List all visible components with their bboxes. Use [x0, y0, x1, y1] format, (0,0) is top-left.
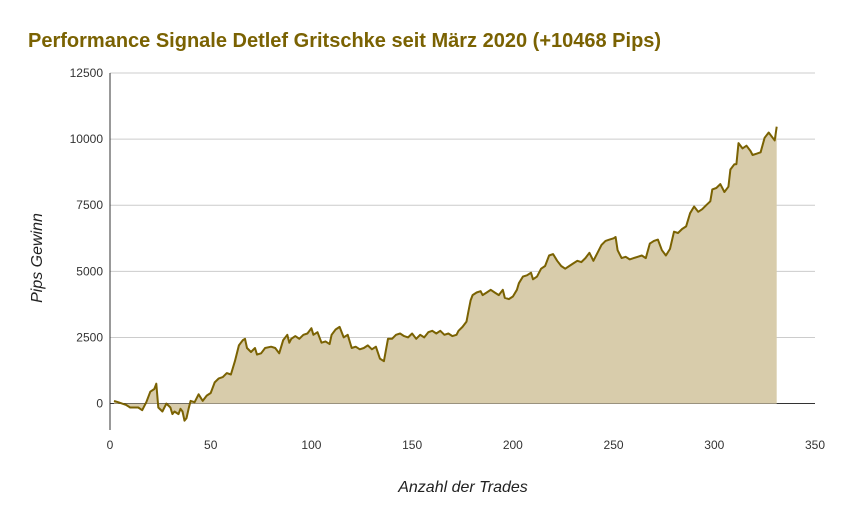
x-tick-label: 100	[301, 438, 321, 452]
series-area	[113, 126, 778, 422]
y-tick-label: 12500	[70, 66, 104, 80]
x-tick-label: 150	[402, 438, 422, 452]
x-axis-label: Anzahl der Trades	[397, 479, 528, 496]
y-axis-label: Pips Gewinn	[29, 213, 46, 303]
series-line	[113, 126, 778, 422]
y-tick-label: 0	[96, 397, 103, 411]
y-tick-labels: 0 2500 5000 7500 10000 12500	[70, 66, 104, 411]
x-tick-label: 50	[204, 438, 218, 452]
chart-title: Performance Signale Detlef Gritschke sei…	[28, 30, 661, 52]
x-tick-label: 200	[503, 438, 523, 452]
x-tick-label: 300	[704, 438, 724, 452]
y-tick-label: 10000	[70, 132, 104, 146]
y-tick-label: 2500	[76, 330, 103, 344]
x-tick-label: 350	[805, 438, 825, 452]
x-tick-label: 0	[107, 438, 114, 452]
y-tick-label: 5000	[76, 264, 103, 278]
x-tick-labels: 0 50 100 150 200 250 300 350	[107, 438, 826, 452]
x-tick-label: 250	[604, 438, 624, 452]
y-tick-label: 7500	[76, 198, 103, 212]
series-area-fill	[114, 126, 777, 421]
